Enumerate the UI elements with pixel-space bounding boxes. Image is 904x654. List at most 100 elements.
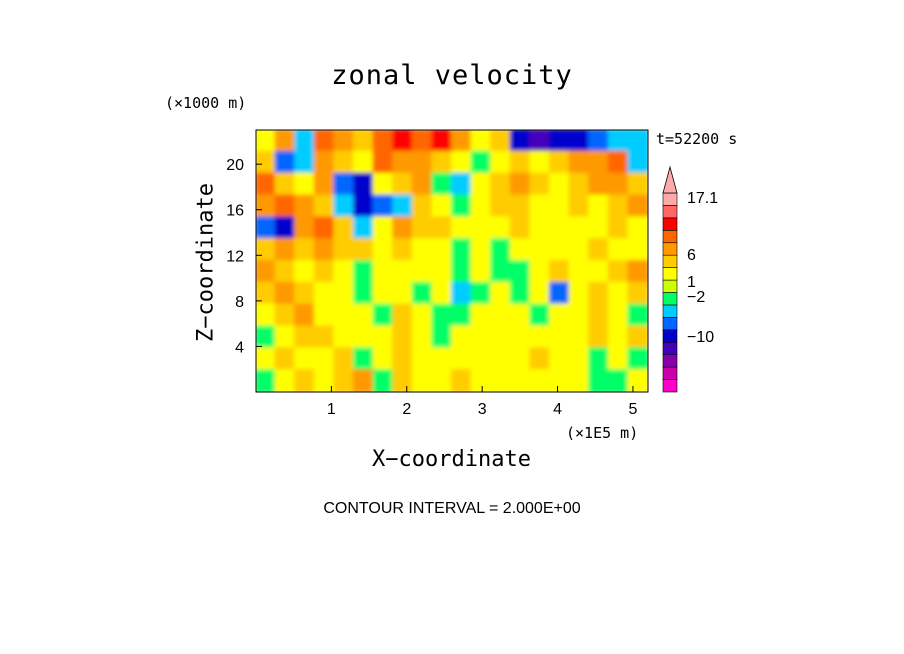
field-cell [333,238,355,262]
field-cell [509,238,532,262]
field-cell [470,216,493,241]
contour-interval-note: CONTOUR INTERVAL = 2.000E+00 [323,500,581,517]
field-cell [607,150,630,175]
y-tick-label: 8 [235,294,244,311]
y-tick-label: 12 [226,248,244,265]
field-cell [627,281,648,306]
field-cell [509,130,532,153]
colorbar-swatch [662,242,678,256]
field-cell [313,303,336,328]
colorbar-label: 1 [687,274,696,291]
field-cell [274,281,297,306]
field-cell [313,347,336,372]
field-cell [392,260,414,284]
field-cell [392,303,414,328]
field-cell [411,130,434,153]
field-cell [256,194,277,219]
y-axis-unit: (×1000 m) [165,94,247,112]
field-cell [294,130,316,153]
field-cell [549,238,571,262]
field-cell [451,194,473,219]
field-cell [549,172,571,197]
field-cell [607,260,630,284]
field-cell [411,172,434,197]
colorbar-swatch [662,366,678,380]
field-cell [256,172,277,197]
field-cell [392,281,414,306]
field-cell [490,238,512,262]
field-cell [588,130,610,153]
field-cell [568,216,591,241]
field-cell [549,130,571,153]
field-cell [470,347,493,372]
field-cell [274,194,297,219]
field-cell [529,130,551,153]
field-cell [607,194,630,219]
colorbar-swatch [662,230,678,244]
field-cell [256,369,277,392]
field-cell [274,150,297,175]
colorbar-swatch [662,217,678,231]
field-cell [607,281,630,306]
field-cell [470,325,493,350]
field-cell [353,347,375,372]
field-cell [333,281,355,306]
plot-frame [255,129,649,393]
field-cell [392,216,414,241]
field-cell [353,303,375,328]
field-cell [392,194,414,219]
field-cell [294,369,316,392]
field-cell [568,325,591,350]
field-cell [431,260,453,284]
field-cell [490,260,512,284]
field-cell [431,172,453,197]
field-cell [509,303,532,328]
field-cell [294,216,316,241]
field-cell [470,281,493,306]
field-cell [549,325,571,350]
field-cell [313,260,336,284]
field-cell [372,303,395,328]
field-cell [509,194,532,219]
field-cell [627,150,648,175]
field-cell [392,369,414,392]
field-cell [470,238,493,262]
field-cell [529,238,551,262]
field-cell [549,303,571,328]
field-cell [256,303,277,328]
field-cell [607,369,630,392]
field-cell [274,172,297,197]
field-cell [509,325,532,350]
field-cell [607,303,630,328]
field-cell [313,325,336,350]
field-cell [372,130,395,153]
field-cell [588,216,610,241]
field-cell [313,172,336,197]
field-cell [333,194,355,219]
field-cell [451,238,473,262]
field-cell [529,216,551,241]
colorbar-swatch [662,192,678,206]
field-cell [274,130,297,153]
colorbar-max-arrow [662,165,678,194]
field-cell [568,238,591,262]
field-cell [509,281,532,306]
field-cell [470,172,493,197]
field-cell [333,325,355,350]
field-cell [451,216,473,241]
chart-title: zonal velocity [331,60,573,91]
field-cell [509,172,532,197]
field-cell [490,369,512,392]
field-cell [294,281,316,306]
field-cell [568,347,591,372]
field-cell [470,130,493,153]
field-cell [588,260,610,284]
field-cell [509,150,532,175]
field-cell [470,260,493,284]
field-cell [627,216,648,241]
field-cell [313,238,336,262]
colorbar-swatch [662,304,678,318]
field-cell [607,347,630,372]
field-cell [274,303,297,328]
colorbar-swatch [662,379,678,393]
